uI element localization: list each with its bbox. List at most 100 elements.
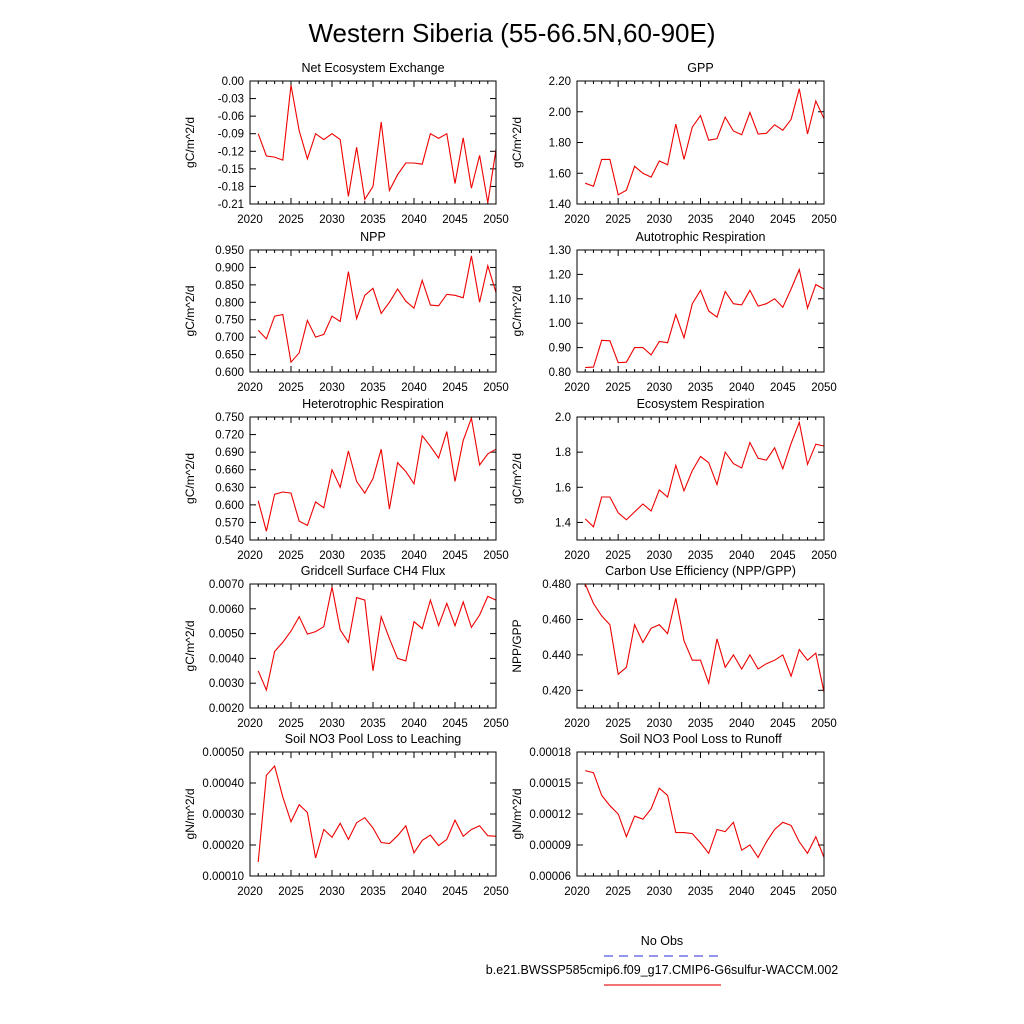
y-tick-label: 0.800 bbox=[215, 297, 244, 309]
x-tick-label: 2025 bbox=[278, 886, 304, 898]
y-tick-label: 0.00020 bbox=[202, 840, 244, 852]
y-tick-label: 1.60 bbox=[549, 168, 571, 180]
x-tick-label: 2030 bbox=[647, 550, 673, 562]
y-axis-label: gC/m^2/d bbox=[183, 286, 197, 337]
x-tick-label: 2050 bbox=[811, 382, 837, 394]
x-tick-label: 2050 bbox=[811, 718, 837, 730]
y-tick-label: -0.21 bbox=[218, 199, 244, 211]
y-tick-label: 0.00015 bbox=[529, 778, 571, 790]
x-tick-label: 2035 bbox=[688, 886, 714, 898]
y-tick-label: 0.00010 bbox=[202, 871, 244, 883]
plot-frame bbox=[576, 416, 825, 541]
x-tick-label: 2025 bbox=[278, 550, 304, 562]
y-tick-label: 0.420 bbox=[542, 685, 571, 697]
series-line bbox=[584, 583, 825, 693]
y-tick-label: 0.00012 bbox=[529, 809, 571, 821]
chart-panels: Net Ecosystem Exchange gC/m^2/d 2020 2025 20… bbox=[183, 61, 837, 898]
plot-frame bbox=[576, 249, 825, 373]
x-tick-label: 2035 bbox=[360, 718, 386, 730]
x-tick-label: 2045 bbox=[442, 382, 468, 394]
y-tick-label: 2.0 bbox=[555, 412, 571, 424]
x-tick-label: 2040 bbox=[729, 550, 755, 562]
series-line bbox=[257, 85, 497, 203]
y-axis-label: gN/m^2/d bbox=[183, 789, 197, 840]
panel-title: GPP bbox=[687, 61, 713, 75]
y-tick-label: 1.6 bbox=[555, 482, 571, 494]
y-tick-label: 0.0020 bbox=[209, 703, 244, 715]
y-tick-label: 1.00 bbox=[549, 318, 571, 330]
x-tick-label: 2020 bbox=[237, 886, 263, 898]
y-tick-label: 1.80 bbox=[549, 138, 571, 150]
x-tick-label: 2025 bbox=[278, 382, 304, 394]
y-tick-label: 0.750 bbox=[215, 315, 244, 327]
y-tick-label: 0.00018 bbox=[529, 747, 571, 759]
series-line bbox=[585, 770, 825, 859]
chart-panel-2: GPP gC/m^2/d 2020 2025 2030 2035 2040 2045 2050 1… bbox=[510, 61, 837, 226]
x-tick-label: 2030 bbox=[647, 886, 673, 898]
series-line bbox=[257, 255, 497, 364]
x-tick-label: 2040 bbox=[729, 718, 755, 730]
y-tick-label: 0.00 bbox=[222, 76, 244, 88]
chart-panel-9: Soil NO3 Pool Loss to Leaching gN/m^2/d 20… bbox=[183, 732, 509, 898]
x-tick-label: 2045 bbox=[770, 382, 796, 394]
y-tick-label: 0.540 bbox=[215, 535, 244, 547]
x-tick-label: 2050 bbox=[811, 550, 837, 562]
x-tick-label: 2040 bbox=[729, 886, 755, 898]
x-tick-label: 2030 bbox=[319, 382, 345, 394]
y-tick-label: 0.00006 bbox=[529, 871, 571, 883]
plot-frame bbox=[249, 751, 497, 877]
y-tick-label: 2.20 bbox=[549, 76, 571, 88]
series-line bbox=[257, 764, 497, 863]
legend-label-no-obs: No Obs bbox=[641, 934, 683, 948]
y-axis-label: gC/m^2/d bbox=[510, 453, 524, 504]
x-tick-label: 2035 bbox=[688, 550, 714, 562]
y-tick-label: 0.480 bbox=[542, 579, 571, 591]
x-tick-label: 2045 bbox=[442, 886, 468, 898]
x-tick-label: 2035 bbox=[688, 718, 714, 730]
x-tick-label: 2050 bbox=[483, 382, 509, 394]
y-axis-label: gC/m^2/d bbox=[510, 117, 524, 168]
x-tick-label: 2045 bbox=[442, 718, 468, 730]
y-axis-label: gN/m^2/d bbox=[510, 789, 524, 840]
panel-title: NPP bbox=[360, 230, 386, 244]
x-tick-label: 2035 bbox=[688, 214, 714, 226]
x-tick-label: 2035 bbox=[360, 214, 386, 226]
panel-title: Carbon Use Efficiency (NPP/GPP) bbox=[605, 564, 796, 578]
x-tick-label: 2020 bbox=[237, 214, 263, 226]
y-tick-label: 0.950 bbox=[215, 245, 244, 257]
chart-panel-7: Gridcell Surface CH4 Flux gC/m^2/d 2020 202… bbox=[183, 564, 509, 730]
panel-title: Autotrophic Respiration bbox=[636, 230, 766, 244]
chart-panel-3: NPP gC/m^2/d 2020 2025 2030 2035 2040 2045 2050 0… bbox=[183, 230, 509, 394]
figure-title: Western Siberia (55-66.5N,60-90E) bbox=[308, 18, 715, 48]
y-tick-label: 0.0060 bbox=[209, 604, 244, 616]
x-tick-label: 2040 bbox=[401, 382, 427, 394]
x-tick-label: 2020 bbox=[564, 886, 590, 898]
y-tick-label: -0.12 bbox=[218, 146, 244, 158]
x-tick-label: 2035 bbox=[360, 550, 386, 562]
x-tick-label: 2025 bbox=[278, 718, 304, 730]
y-tick-label: 0.00040 bbox=[202, 778, 244, 790]
x-tick-label: 2050 bbox=[483, 550, 509, 562]
y-tick-label: 0.00050 bbox=[202, 747, 244, 759]
plot-frame bbox=[576, 80, 825, 205]
x-tick-label: 2030 bbox=[647, 382, 673, 394]
series-line bbox=[257, 586, 497, 692]
y-axis-label: NPP/GPP bbox=[510, 619, 524, 672]
y-tick-label: 1.20 bbox=[549, 269, 571, 281]
x-tick-label: 2025 bbox=[605, 718, 631, 730]
y-tick-label: 0.00030 bbox=[202, 809, 244, 821]
series-line bbox=[584, 420, 825, 528]
y-tick-label: -0.09 bbox=[218, 129, 244, 141]
y-tick-label: 0.690 bbox=[215, 447, 244, 459]
y-tick-label: 1.10 bbox=[549, 294, 571, 306]
x-tick-label: 2050 bbox=[483, 886, 509, 898]
y-tick-label: 0.460 bbox=[542, 614, 571, 626]
chart-panel-6: Ecosystem Respiration gC/m^2/d 2020 2025 203… bbox=[510, 397, 837, 562]
x-tick-label: 2025 bbox=[605, 550, 631, 562]
y-tick-label: 0.660 bbox=[215, 465, 244, 477]
x-tick-label: 2030 bbox=[647, 214, 673, 226]
plot-frame bbox=[576, 583, 825, 709]
y-tick-label: 2.00 bbox=[549, 107, 571, 119]
x-tick-label: 2045 bbox=[442, 550, 468, 562]
